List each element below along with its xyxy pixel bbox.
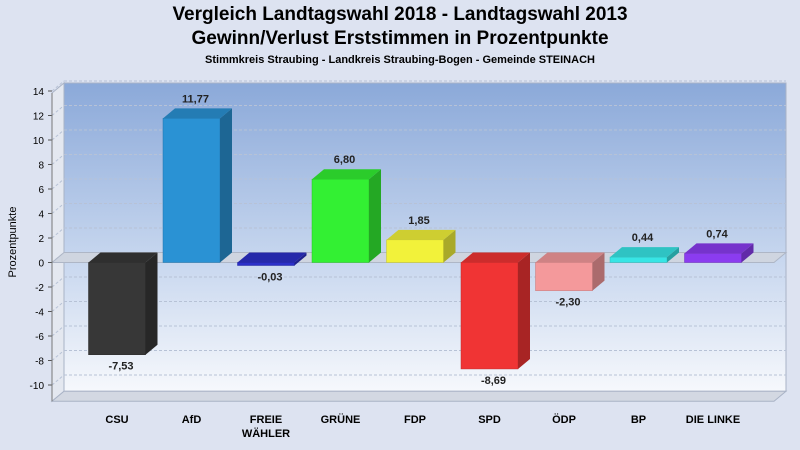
bar-front bbox=[311, 178, 370, 263]
x-tick-label: FDP bbox=[404, 414, 426, 426]
bar-fdp bbox=[386, 229, 456, 263]
y-tick-label: -8 bbox=[35, 357, 44, 368]
grid-line-side bbox=[51, 325, 65, 337]
bar-top bbox=[88, 252, 158, 263]
bar-side bbox=[667, 247, 679, 263]
x-tick-label: CSU bbox=[105, 414, 128, 426]
x-tick-label: DIE LINKE bbox=[686, 414, 740, 426]
y-axis: 14 12 10 8 6 4 2 0 -2 -4 -6 -8 -10 bbox=[30, 87, 53, 402]
bar-top bbox=[535, 252, 605, 263]
bar-front bbox=[609, 256, 668, 263]
bar-front bbox=[386, 239, 444, 263]
bar-afd bbox=[162, 108, 232, 263]
grid-line-side bbox=[51, 276, 65, 288]
y-tick-label: 10 bbox=[33, 136, 45, 147]
value-label: -7,53 bbox=[108, 361, 133, 373]
bar-front bbox=[88, 262, 146, 355]
value-label: 11,77 bbox=[182, 93, 209, 105]
x-tick-label: GRÜNE bbox=[321, 413, 361, 426]
bar-die-linke bbox=[684, 243, 754, 263]
bar-front bbox=[535, 262, 593, 291]
bar-side bbox=[741, 243, 754, 263]
value-label: 0,44 bbox=[632, 232, 654, 244]
bar-top bbox=[312, 169, 381, 180]
grid-line-side bbox=[51, 154, 65, 165]
bar-bp bbox=[609, 247, 679, 263]
x-tick-label: FREIE WÄHLER bbox=[242, 414, 290, 440]
bar-top bbox=[386, 229, 456, 240]
y-tick-label: 4 bbox=[38, 210, 44, 221]
grid-line-side bbox=[51, 129, 65, 141]
value-label: 0,74 bbox=[706, 228, 728, 240]
bar-side bbox=[592, 252, 605, 291]
y-tick-label: 14 bbox=[33, 87, 45, 98]
bar-side bbox=[294, 252, 307, 266]
grid-line-side bbox=[51, 105, 65, 116]
x-axis: CSU AfD FREIE WÄHLER GRÜNE FDP SPD ÖDP BP DIE LIN… bbox=[105, 413, 740, 440]
y-tick-label: -2 bbox=[35, 283, 44, 294]
x-tick-label: AfD bbox=[182, 414, 202, 426]
y-tick-label: -10 bbox=[30, 381, 45, 392]
y-tick-label: 8 bbox=[38, 161, 44, 172]
grid-line-side bbox=[51, 178, 65, 190]
bar-freie-wähler bbox=[237, 252, 307, 266]
plot-floor bbox=[50, 390, 788, 402]
x-tick-label: SPD bbox=[478, 414, 501, 426]
bar-spd bbox=[460, 252, 530, 370]
grid-line-side bbox=[51, 301, 65, 312]
bar-side bbox=[145, 252, 158, 355]
plot-side-wall bbox=[51, 81, 65, 403]
grid-line-side bbox=[51, 80, 65, 92]
bar-csu bbox=[88, 252, 158, 355]
chart-subtitle: Gewinn/Verlust Erststimmen in Prozentpun… bbox=[191, 28, 609, 49]
chart-caption: Stimmkreis Straubing - Landkreis Straubi… bbox=[205, 54, 595, 66]
bar-front bbox=[684, 253, 742, 263]
bar-front bbox=[237, 262, 295, 266]
bar-side bbox=[518, 252, 530, 369]
y-tick-label: 0 bbox=[38, 259, 44, 270]
grid-line-side bbox=[51, 350, 65, 361]
bar-side bbox=[369, 169, 381, 263]
bar-grüne bbox=[311, 169, 381, 263]
y-tick-label: -6 bbox=[35, 332, 44, 343]
bar-top bbox=[461, 252, 530, 263]
value-label: 6,80 bbox=[334, 154, 355, 166]
x-tick-label: BP bbox=[631, 414, 646, 426]
bar-side bbox=[443, 229, 456, 263]
bar-top bbox=[237, 252, 307, 263]
y-tick-label: 12 bbox=[33, 112, 45, 123]
bar-side bbox=[220, 108, 232, 263]
value-label: -2,30 bbox=[555, 297, 580, 309]
x-tick-label: ÖDP bbox=[552, 413, 576, 426]
value-labels: -7,53 11,77 -0,03 6,80 1,85 -8,69 -2,30 0,44 0,7… bbox=[108, 93, 728, 387]
chart-title: Vergleich Landtagswahl 2018 - Landtagswa… bbox=[172, 4, 628, 25]
grid-line-side bbox=[51, 374, 65, 386]
y-tick-label: -4 bbox=[35, 308, 44, 319]
bar-ödp bbox=[535, 252, 605, 291]
value-label: 1,85 bbox=[408, 215, 429, 227]
bar-top bbox=[163, 108, 232, 119]
y-tick-label: 6 bbox=[38, 185, 44, 196]
grid-line-side bbox=[51, 203, 65, 214]
bars bbox=[88, 108, 754, 370]
bar-top bbox=[684, 243, 754, 254]
value-label: -0,03 bbox=[257, 272, 282, 284]
grid-line-side bbox=[51, 227, 65, 239]
y-tick-label: 2 bbox=[38, 234, 44, 245]
bar-front bbox=[460, 262, 519, 370]
bar-front bbox=[162, 118, 221, 263]
value-label: -8,69 bbox=[481, 375, 506, 387]
bar-top bbox=[610, 247, 679, 258]
